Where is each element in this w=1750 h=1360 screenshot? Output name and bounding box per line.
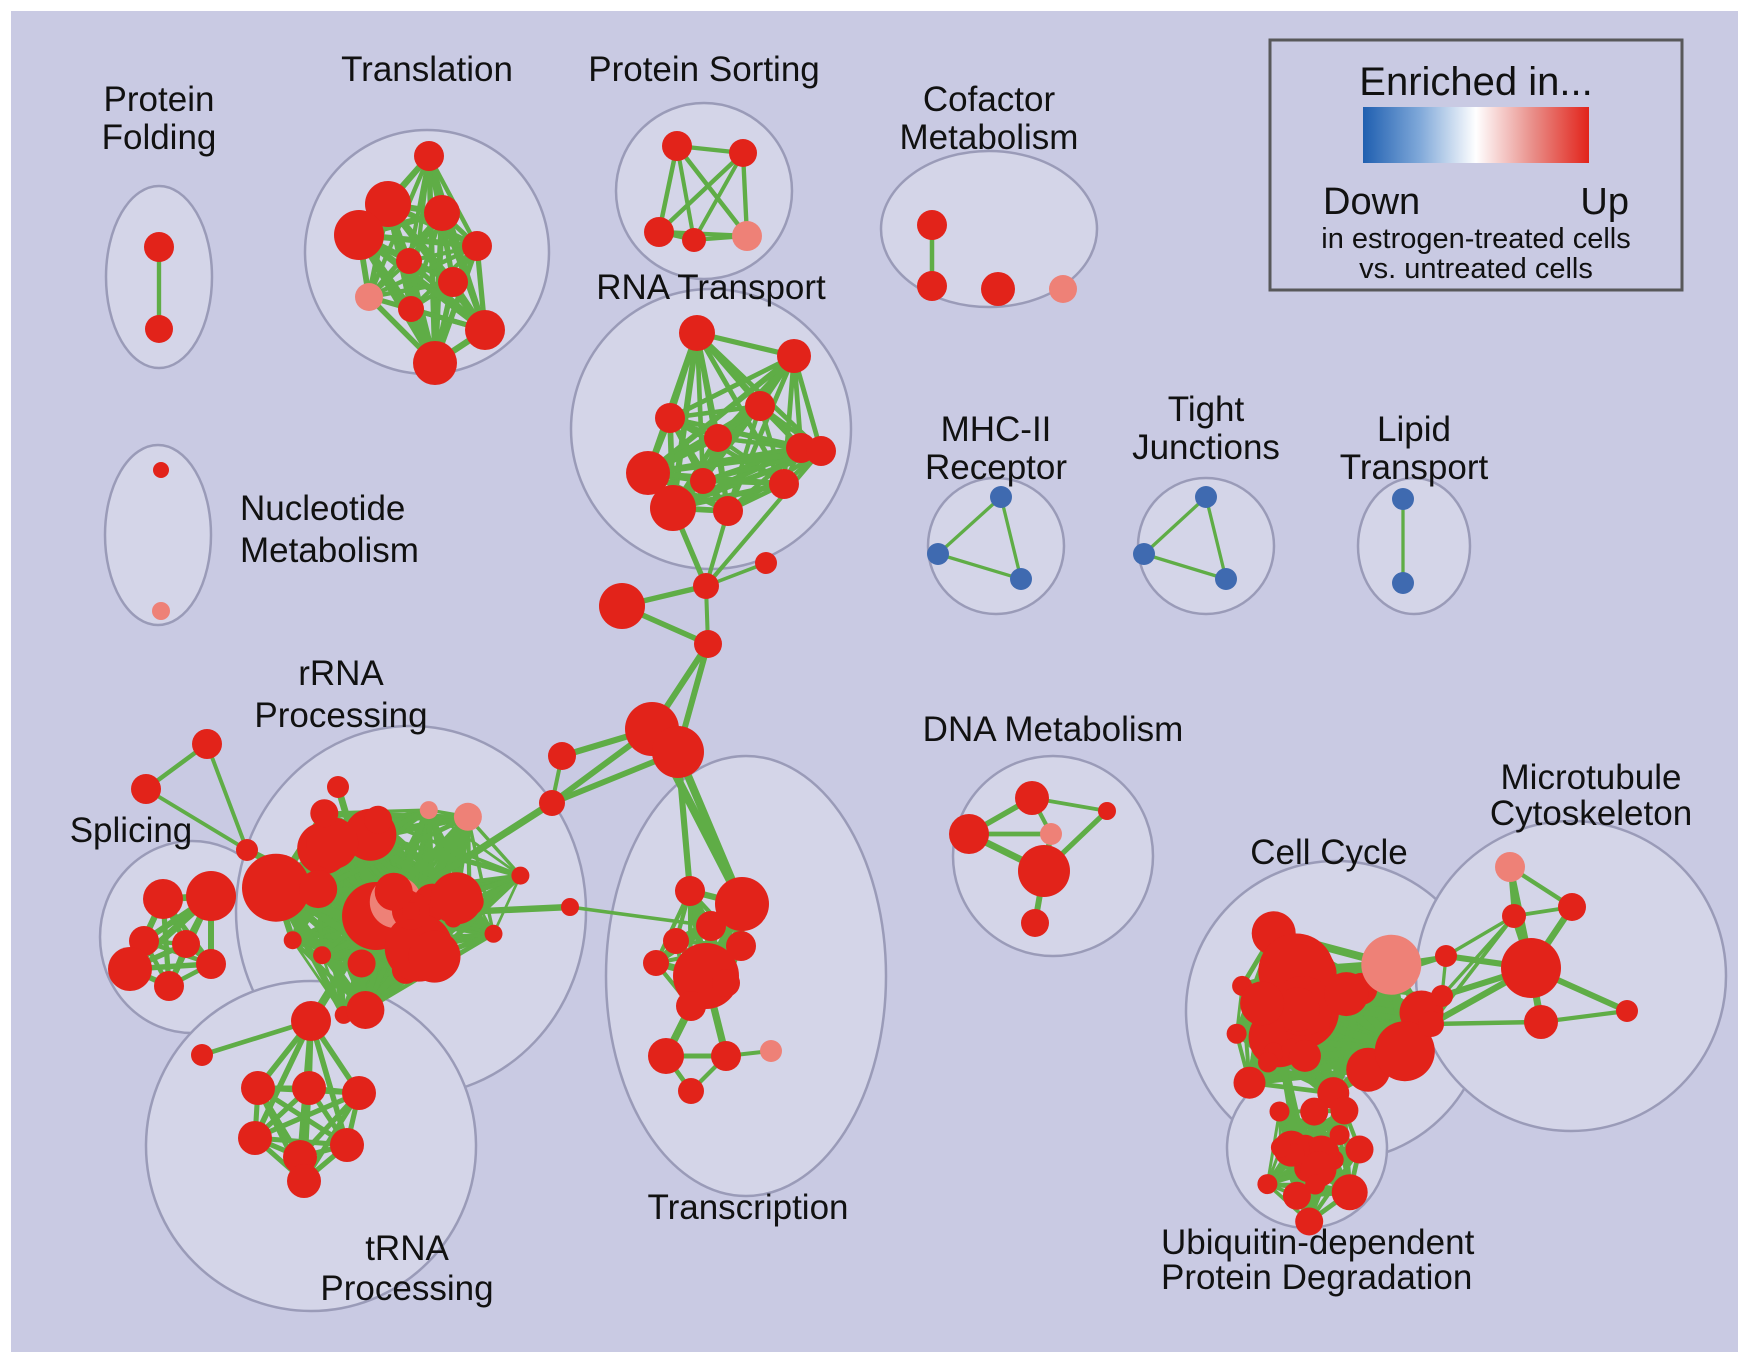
svg-text:Receptor: Receptor [925,448,1067,487]
svg-text:MHC-II: MHC-II [941,410,1052,449]
svg-text:Cell Cycle: Cell Cycle [1250,833,1408,872]
svg-text:tRNA: tRNA [365,1229,449,1268]
svg-text:Microtubule: Microtubule [1501,758,1682,797]
svg-text:RNA Transport: RNA Transport [596,268,826,307]
svg-text:Lipid: Lipid [1377,410,1451,449]
svg-text:Protein Degradation: Protein Degradation [1161,1258,1472,1297]
svg-text:Transport: Transport [1340,448,1489,487]
svg-text:Translation: Translation [341,50,513,89]
svg-text:Processing: Processing [254,696,427,735]
svg-text:Ubiquitin-dependent: Ubiquitin-dependent [1161,1223,1475,1262]
svg-text:Protein Sorting: Protein Sorting [588,50,820,89]
svg-text:Protein: Protein [104,80,215,119]
svg-text:Nucleotide: Nucleotide [240,489,405,528]
svg-text:Metabolism: Metabolism [900,118,1079,157]
svg-text:Cytoskeleton: Cytoskeleton [1490,794,1692,833]
svg-text:Metabolism: Metabolism [240,531,419,570]
svg-text:vs. untreated cells: vs. untreated cells [1359,253,1593,285]
svg-text:Cofactor: Cofactor [923,80,1056,119]
svg-text:Folding: Folding [102,118,217,157]
svg-text:Down: Down [1323,181,1420,223]
svg-text:Transcription: Transcription [648,1188,849,1227]
svg-text:Splicing: Splicing [70,811,193,850]
svg-text:DNA Metabolism: DNA Metabolism [923,710,1184,749]
svg-text:Processing: Processing [320,1269,493,1308]
svg-text:Junctions: Junctions [1132,428,1280,467]
svg-text:in estrogen-treated cells: in estrogen-treated cells [1321,223,1631,255]
svg-text:Enriched in...: Enriched in... [1359,60,1592,104]
svg-text:Tight: Tight [1168,390,1245,429]
svg-text:rRNA: rRNA [298,654,384,693]
svg-text:Up: Up [1580,181,1629,223]
